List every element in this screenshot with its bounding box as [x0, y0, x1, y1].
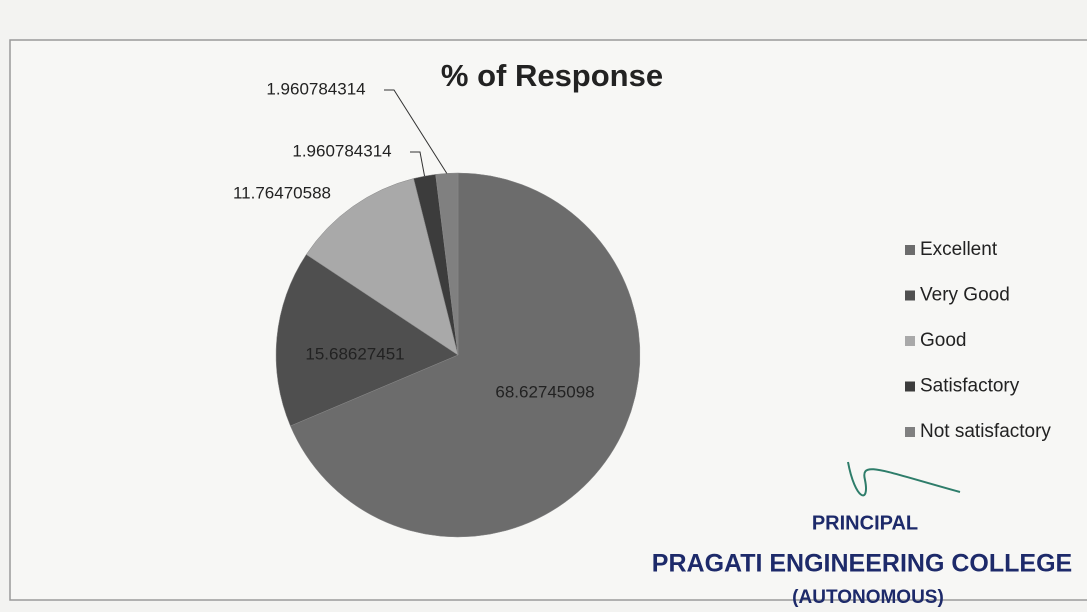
data-label: 15.68627451 [305, 344, 404, 363]
signature [847, 461, 961, 497]
pie-slice [305, 178, 459, 356]
data-label: 1.960784314 [266, 79, 365, 98]
legend-swatch [905, 245, 915, 255]
pie-slice [275, 254, 459, 427]
leader-line [410, 151, 426, 177]
legend-swatch [905, 290, 915, 301]
legend-swatch [905, 336, 915, 346]
chart-title: % of Response [441, 58, 663, 93]
legend-swatch [905, 381, 915, 392]
legend-label: Excellent [920, 239, 998, 260]
legend-label: Not satisfactory [920, 421, 1051, 442]
legend-label: Good [920, 330, 966, 351]
stamp-college: PRAGATI ENGINEERING COLLEGE [652, 550, 1072, 578]
legend-label: Very Good [920, 285, 1010, 306]
data-label: 1.960784314 [292, 141, 391, 160]
stamp-autonomous: (AUTONOMOUS) [792, 587, 944, 608]
legend-swatch [905, 427, 915, 437]
legend-label: Satisfactory [920, 376, 1020, 397]
leader-line [384, 89, 448, 174]
data-label: 68.62745098 [495, 382, 594, 401]
data-label: 11.76470588 [233, 183, 331, 202]
stamp-principal: PRINCIPAL [812, 512, 918, 534]
pie-slice [290, 172, 641, 538]
